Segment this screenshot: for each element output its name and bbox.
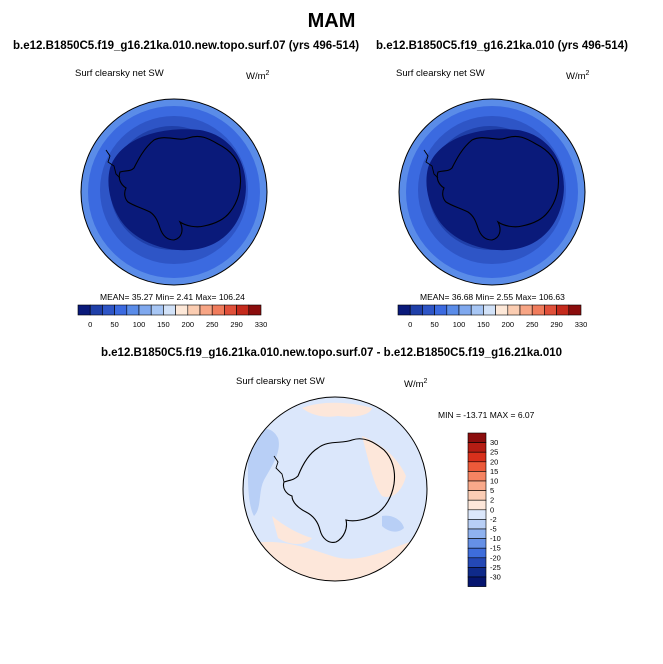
panel-2-colorbar-box	[531, 304, 545, 316]
diff-colorbar-label: -30	[490, 573, 501, 582]
panel-1-colorbar: 0 50 100 150 200 250 290 330	[77, 304, 268, 329]
diff-units: W/m2	[404, 378, 428, 391]
panel-2-colorbar: 0 50 100 150 200 250 290 330	[397, 304, 588, 329]
diff-colorbar-label: 5	[490, 486, 494, 495]
panel-2-colorbar-label: 250	[526, 320, 539, 329]
diff-colorbar-label: 30	[490, 438, 498, 447]
panel-2-colorbar-box	[495, 304, 509, 316]
panel-1-colorbar-label: 150	[157, 320, 170, 329]
panel-1-colorbar-label: 50	[110, 320, 118, 329]
panel-1-colorbar-box	[77, 304, 91, 316]
diff-colorbar-box	[467, 509, 487, 520]
page-title: MAM	[307, 10, 356, 32]
panel-2-colorbar-box	[568, 304, 582, 316]
panel-1-colorbar-box	[150, 304, 164, 316]
diff-colorbar-box	[467, 471, 487, 482]
panel-2-colorbar-box	[434, 304, 448, 316]
panel-2-colorbar-box	[409, 304, 423, 316]
panel-1-colorbar-box	[236, 304, 250, 316]
panel-1-units: W/m2	[246, 70, 270, 83]
diff-colorbar-label: -5	[490, 525, 497, 534]
diff-colorbar-label: -20	[490, 553, 501, 562]
diff-title: b.e12.B1850C5.f19_g16.21ka.010.new.topo.…	[100, 347, 563, 359]
panel-2-colorbar-label: 0	[408, 320, 412, 329]
panel-1-colorbar-box	[248, 304, 262, 316]
diff-colorbar-box	[467, 547, 487, 559]
diff-colorbar-label: -15	[490, 544, 501, 553]
diff-colorbar-label: -25	[490, 563, 501, 572]
panel-2-colorbar-label: 200	[502, 320, 515, 329]
panel-1-colorbar-box	[114, 304, 128, 316]
panel-2-contour-fill	[399, 99, 585, 285]
diff-colorbar-box	[467, 519, 487, 530]
diff-colorbar-label: 10	[490, 477, 498, 486]
panel-1-polar-map	[80, 98, 268, 286]
diff-colorbar-label: 20	[490, 457, 498, 466]
diff-colorbar-label: -10	[490, 534, 501, 543]
diff-colorbar-box	[467, 538, 487, 549]
panel-2-colorbar-box	[507, 304, 521, 316]
diff-colorbar-box	[467, 576, 487, 587]
panel-1-contour-fill	[81, 99, 267, 285]
diff-colorbar-label: 25	[490, 448, 498, 457]
panel-2-colorbar-label: 50	[430, 320, 438, 329]
panel-1-colorbar-box	[175, 304, 189, 316]
panel-2-colorbar-box	[556, 304, 570, 316]
panel-1-colorbar-label: 250	[206, 320, 219, 329]
panel-2-title: b.e12.B1850C5.f19_g16.21ka.010 (yrs 496-…	[376, 40, 628, 52]
diff-colorbar-label: 2	[490, 496, 494, 505]
panel-2-colorbar-box	[458, 304, 472, 316]
panel-2-polar-map	[398, 98, 586, 286]
panel-1-colorbar-label: 290	[230, 320, 243, 329]
panel-2-colorbar-box	[483, 304, 496, 316]
diff-colorbar-box	[467, 432, 487, 443]
panel-2-colorbar-box	[397, 304, 411, 316]
panel-2-units: W/m2	[566, 70, 590, 83]
panel-2-colorbar-label: 100	[453, 320, 466, 329]
panel-1-colorbar-box	[224, 304, 237, 316]
panel-1-colorbar-box	[211, 304, 225, 316]
panel-2-colorbar-box	[422, 304, 435, 316]
diff-colorbar-box	[467, 490, 487, 501]
diff-colorbar-box	[467, 528, 487, 539]
panel-2-colorbar-box	[544, 304, 557, 316]
panel-1-colorbar-box	[187, 304, 201, 316]
panel-1-colorbar-label: 100	[133, 320, 146, 329]
diff-stats: MIN = -13.71 MAX = 6.07	[438, 410, 535, 420]
diff-colorbar-box	[467, 567, 487, 578]
panel-1-colorbar-box	[89, 304, 103, 316]
panel-1-colorbar-box	[126, 304, 140, 316]
panel-2-stats: MEAN= 36.68 Min= 2.55 Max= 106.63	[420, 292, 565, 302]
diff-field-label: Surf clearsky net SW	[236, 376, 325, 387]
diff-colorbar-box	[467, 557, 487, 568]
panel-2-colorbar-box	[519, 304, 533, 316]
diff-contour-fill	[243, 397, 427, 581]
diff-colorbar-box	[467, 442, 487, 453]
diff-colorbar-box	[467, 461, 487, 472]
panel-2-colorbar-label: 290	[550, 320, 563, 329]
panel-1-title: b.e12.B1850C5.f19_g16.21ka.010.new.topo.…	[13, 40, 360, 52]
panel-1-colorbar-box	[138, 304, 152, 316]
panel-1-colorbar-box	[102, 304, 115, 316]
panel-2-colorbar-label: 330	[575, 320, 588, 329]
panel-1-field-label: Surf clearsky net SW	[75, 68, 164, 79]
diff-polar-map	[242, 396, 428, 582]
panel-1-colorbar-box	[199, 304, 213, 316]
panel-2-field-label: Surf clearsky net SW	[396, 68, 485, 79]
panel-1-colorbar-box	[163, 304, 176, 316]
panel-1-stats: MEAN= 35.27 Min= 2.41 Max= 106.24	[100, 292, 245, 302]
diff-colorbar-box	[467, 480, 487, 491]
diff-colorbar-box	[467, 499, 487, 511]
panel-2-colorbar-box	[470, 304, 484, 316]
diff-colorbar-label: 0	[490, 505, 494, 514]
panel-1-colorbar-label: 0	[88, 320, 92, 329]
panel-1-colorbar-label: 200	[182, 320, 195, 329]
diff-colorbar-box	[467, 451, 487, 463]
panel-2-colorbar-box	[446, 304, 460, 316]
panel-1-colorbar-label: 330	[255, 320, 268, 329]
diff-colorbar-label: -2	[490, 515, 497, 524]
panel-2-colorbar-label: 150	[477, 320, 490, 329]
diff-colorbar-label: 15	[490, 467, 498, 476]
